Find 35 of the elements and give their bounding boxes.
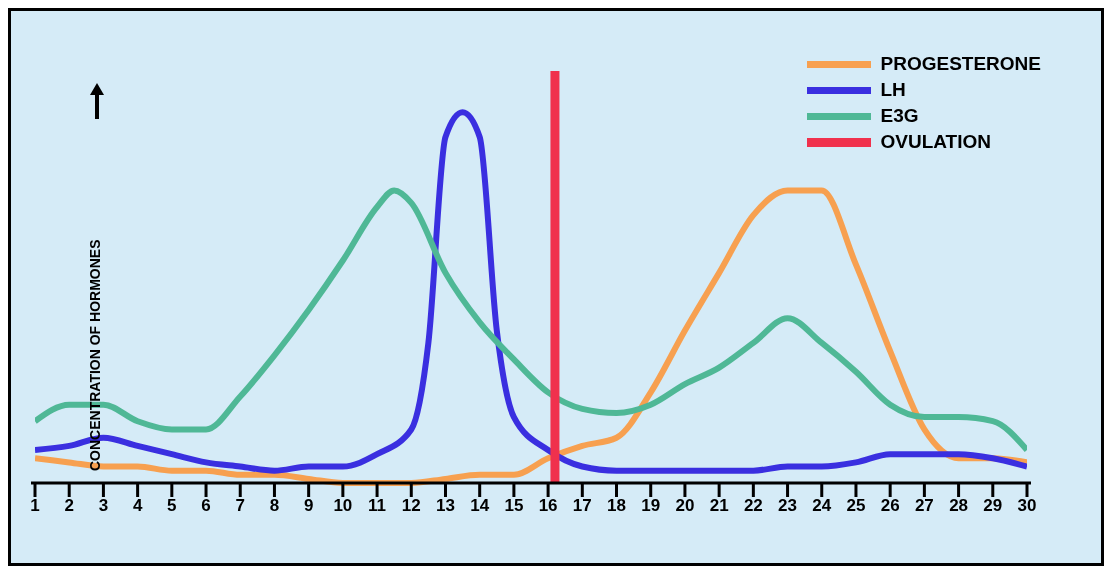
x-tick-label: 18	[607, 496, 626, 516]
x-tick-label: 6	[201, 496, 211, 516]
x-tick-label: 12	[401, 496, 421, 516]
x-tick-label: 27	[914, 496, 934, 516]
legend-label: OVULATION	[880, 131, 991, 153]
x-tick-label: 17	[572, 496, 592, 516]
legend-label: PROGESTERONE	[880, 53, 1041, 75]
x-tick-label: 9	[303, 496, 314, 516]
x-tick-label: 28	[949, 496, 969, 516]
x-tick-label: 29	[983, 496, 1003, 516]
x-tick-label: 23	[778, 496, 798, 516]
x-tick-label: 14	[470, 496, 490, 516]
x-tick-label: 26	[880, 496, 900, 516]
x-tick-label: 2	[64, 496, 74, 516]
x-tick-label: 30	[1017, 496, 1037, 516]
x-tick-label: 19	[641, 496, 661, 516]
x-tick-label: 16	[538, 496, 558, 516]
x-tick-label: 15	[504, 496, 524, 516]
x-tick-label: 24	[812, 496, 832, 516]
x-tick-label: 5	[167, 496, 177, 516]
x-tick-label: 8	[269, 496, 280, 516]
legend-label: E3G	[880, 105, 919, 127]
x-tick-label: 13	[436, 496, 455, 516]
x-tick-label: 7	[235, 496, 245, 516]
x-tick-label: 10	[333, 496, 353, 516]
x-tick-label: 20	[675, 496, 695, 516]
x-tick-label: 11	[368, 496, 387, 516]
x-tick-label: 1	[30, 496, 40, 516]
x-tick-label: 25	[846, 496, 866, 516]
x-tick-label: 21	[709, 496, 729, 516]
x-tick-label: 3	[98, 496, 109, 516]
y-axis-title: CONCENTRATION OF HORMONES	[86, 238, 103, 471]
legend-label: LH	[880, 79, 906, 101]
x-tick-label: 22	[743, 496, 763, 516]
x-tick-label: 4	[132, 496, 143, 516]
